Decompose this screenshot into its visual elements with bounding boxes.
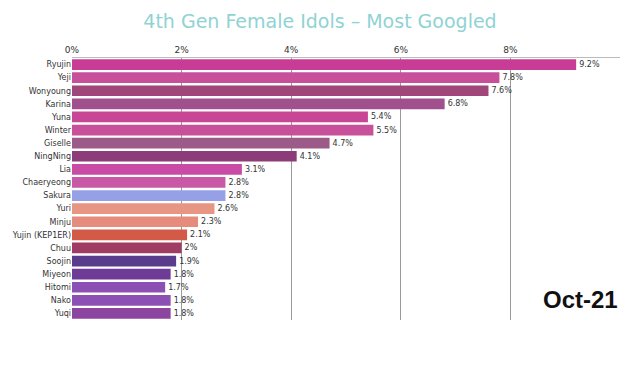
svg-text:Yujin (KEP1ER): Yujin (KEP1ER) — [12, 231, 71, 240]
svg-text:1.7%: 1.7% — [168, 283, 189, 292]
svg-text:2.6%: 2.6% — [217, 204, 238, 213]
svg-text:Wonyoung: Wonyoung — [29, 87, 71, 96]
svg-text:Yuna: Yuna — [51, 113, 71, 122]
svg-text:1.8%: 1.8% — [174, 270, 195, 279]
svg-text:5.4%: 5.4% — [371, 112, 392, 121]
svg-text:0%: 0% — [65, 45, 80, 55]
svg-text:Yuri: Yuri — [55, 204, 71, 213]
svg-text:4.7%: 4.7% — [333, 139, 354, 148]
svg-text:1.9%: 1.9% — [179, 257, 200, 266]
svg-text:Yuqi: Yuqi — [54, 309, 71, 318]
svg-text:2%: 2% — [185, 243, 198, 252]
svg-text:2%: 2% — [174, 45, 189, 55]
svg-text:4th Gen Female Idols – Most Go: 4th Gen Female Idols – Most Googled — [143, 10, 496, 32]
svg-text:Giselle: Giselle — [44, 139, 71, 148]
svg-text:Yeji: Yeji — [57, 73, 71, 82]
svg-text:Soojin: Soojin — [47, 257, 71, 266]
svg-text:4.1%: 4.1% — [300, 152, 321, 161]
svg-text:2.1%: 2.1% — [190, 230, 211, 239]
svg-text:Chaeryeong: Chaeryeong — [23, 178, 71, 187]
svg-text:Chuu: Chuu — [50, 244, 71, 253]
svg-text:Karina: Karina — [46, 100, 72, 109]
svg-text:8%: 8% — [503, 45, 518, 55]
svg-text:7.8%: 7.8% — [502, 73, 523, 82]
svg-text:Minju: Minju — [50, 218, 72, 227]
svg-text:Oct-21: Oct-21 — [543, 286, 618, 313]
svg-text:Hitomi: Hitomi — [45, 283, 71, 292]
svg-text:6%: 6% — [394, 45, 409, 55]
svg-text:1.8%: 1.8% — [174, 309, 195, 318]
svg-text:9.2%: 9.2% — [579, 60, 600, 69]
svg-text:Ryujin: Ryujin — [47, 60, 71, 69]
svg-text:2.3%: 2.3% — [201, 217, 222, 226]
svg-text:Nako: Nako — [51, 296, 71, 305]
svg-text:6.8%: 6.8% — [448, 99, 469, 108]
svg-text:1.8%: 1.8% — [174, 296, 195, 305]
svg-text:4%: 4% — [284, 45, 299, 55]
svg-text:5.5%: 5.5% — [376, 126, 397, 135]
svg-text:Winter: Winter — [45, 126, 72, 135]
svg-text:NingNing: NingNing — [34, 152, 71, 161]
svg-text:2.8%: 2.8% — [228, 178, 249, 187]
svg-text:Miyeon: Miyeon — [42, 270, 71, 279]
svg-text:7.6%: 7.6% — [491, 86, 512, 95]
svg-text:Lia: Lia — [59, 165, 71, 174]
svg-text:2.8%: 2.8% — [228, 191, 249, 200]
svg-text:3.1%: 3.1% — [245, 165, 266, 174]
svg-text:Sakura: Sakura — [43, 191, 71, 200]
